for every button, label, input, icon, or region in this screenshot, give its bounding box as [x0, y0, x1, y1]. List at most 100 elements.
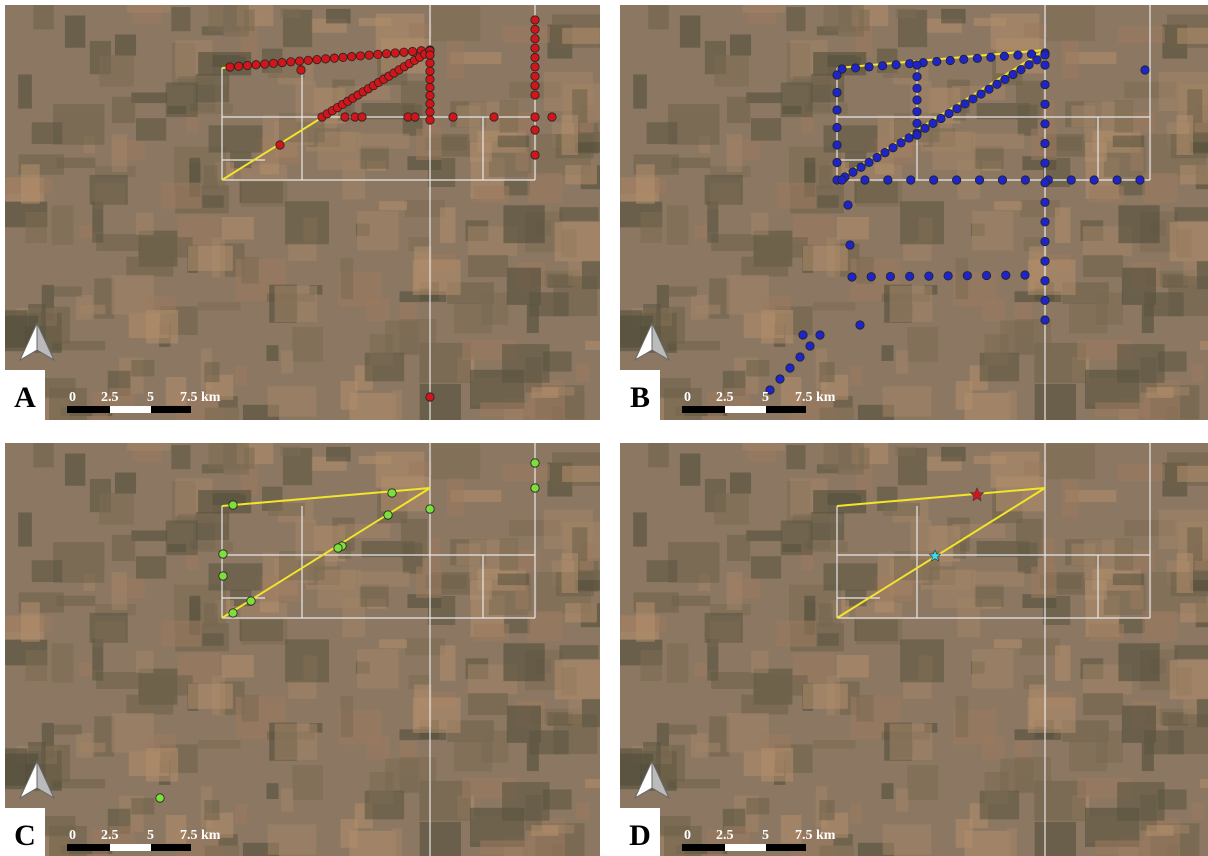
terrain-patch	[742, 5, 785, 13]
detection-point	[1067, 176, 1075, 184]
terrain-patch	[1192, 803, 1205, 820]
terrain-patch	[1113, 574, 1144, 586]
detection-point	[411, 113, 419, 121]
terrain-patch	[994, 639, 1022, 648]
terrain-patch	[281, 350, 293, 373]
terrain-patch	[112, 97, 135, 123]
terrain-patch	[138, 237, 192, 257]
figure: A02.557.5 kmB02.557.5 kmC02.557.5 kmD02.…	[0, 0, 1208, 856]
detection-point	[449, 113, 457, 121]
detection-point	[913, 96, 921, 104]
terrain-patch	[984, 334, 1008, 366]
detection-point	[330, 54, 338, 62]
terrain-patch	[1118, 643, 1159, 681]
terrain-patch	[1200, 341, 1208, 350]
terrain-patch	[326, 447, 351, 462]
detection-point	[1041, 51, 1049, 59]
detection-point	[985, 85, 993, 93]
terrain-patch	[136, 556, 166, 579]
terrain-patch	[562, 115, 578, 155]
terrain-patch	[1115, 100, 1133, 132]
terrain-patch	[188, 246, 233, 271]
detection-point	[356, 52, 364, 60]
terrain-patch	[236, 366, 248, 386]
terrain-patch	[241, 617, 287, 645]
detection-point	[531, 459, 539, 467]
terrain-patch	[813, 740, 855, 748]
terrain-patch	[236, 804, 248, 824]
terrain-patch	[222, 655, 254, 678]
detection-point	[833, 123, 841, 131]
terrain-patch	[1028, 260, 1076, 295]
terrain-patch	[161, 183, 201, 209]
terrain-patch	[136, 213, 153, 235]
detection-point	[374, 50, 382, 58]
detection-point	[799, 331, 807, 339]
terrain-patch	[1095, 840, 1148, 854]
terrain-patch	[531, 387, 558, 398]
terrain-patch	[500, 100, 518, 132]
detection-point	[857, 163, 865, 171]
detection-point	[1009, 70, 1017, 78]
terrain-patch	[1062, 40, 1079, 78]
terrain-patch	[896, 350, 908, 373]
terrain-patch	[405, 638, 445, 655]
terrain-patch	[1024, 461, 1048, 474]
terrain-patch	[481, 731, 508, 763]
terrain-patch	[883, 503, 920, 516]
terrain-patch	[341, 696, 354, 737]
terrain-patch	[707, 639, 718, 681]
scale-bar-segment	[151, 406, 191, 413]
detection-point	[276, 141, 284, 149]
terrain-patch	[1071, 544, 1095, 565]
detection-point	[973, 54, 981, 62]
scale-label: 0	[684, 828, 691, 843]
terrain-patch	[474, 624, 509, 641]
terrain-patch	[803, 684, 848, 709]
detection-point	[846, 241, 854, 249]
detection-point	[426, 75, 434, 83]
terrain-patch	[577, 803, 590, 820]
detection-point	[982, 271, 990, 279]
terrain-patch	[527, 611, 562, 641]
terrain-patch	[1180, 603, 1208, 622]
terrain-patch	[695, 663, 709, 676]
terrain-patch	[136, 118, 166, 141]
detection-point	[426, 91, 434, 99]
detection-point	[1001, 75, 1009, 83]
terrain-patch	[667, 205, 689, 244]
terrain-patch	[205, 408, 239, 424]
detection-point	[856, 321, 864, 329]
terrain-patch	[900, 639, 944, 682]
terrain-patch	[562, 553, 578, 593]
terrain-patch	[1095, 402, 1148, 416]
terrain-patch	[209, 563, 263, 590]
terrain-patch	[636, 164, 655, 203]
detection-point	[905, 272, 913, 280]
scale-label: 5	[762, 828, 769, 843]
panel-label: D	[629, 819, 651, 852]
terrain-patch	[1035, 822, 1076, 856]
detection-point	[851, 64, 859, 72]
terrain-patch	[440, 207, 455, 242]
terrain-patch	[859, 448, 870, 469]
detection-point	[886, 272, 894, 280]
detection-point	[993, 80, 1001, 88]
terrain-patch	[275, 286, 318, 322]
terrain-patch	[1117, 26, 1164, 43]
terrain-patch	[582, 261, 603, 289]
terrain-patch	[727, 134, 742, 172]
terrain-patch	[33, 0, 54, 29]
detection-point	[426, 108, 434, 116]
panel-label: B	[630, 381, 650, 414]
terrain-patch	[648, 0, 669, 29]
terrain-patch	[640, 212, 662, 243]
scale-bar-segment	[151, 844, 191, 851]
terrain-patch	[127, 5, 170, 13]
terrain-patch	[416, 567, 441, 598]
terrain-patch	[288, 680, 316, 699]
detection-point	[384, 511, 392, 519]
terrain-patch	[166, 520, 198, 555]
terrain-patch	[714, 493, 749, 524]
terrain-patch	[502, 26, 549, 43]
